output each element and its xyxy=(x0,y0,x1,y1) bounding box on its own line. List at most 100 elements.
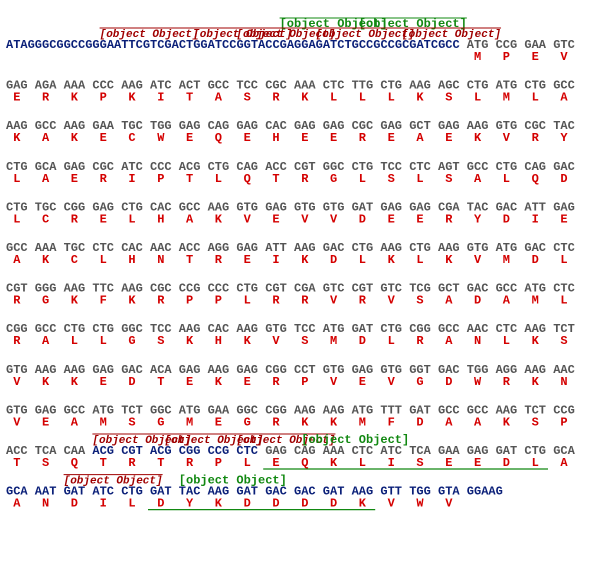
amino-acid: I xyxy=(100,497,107,511)
codon: AAC xyxy=(150,241,172,255)
amino-acid: N xyxy=(474,334,481,348)
codon: AAG xyxy=(35,363,57,377)
amino-acid: D xyxy=(503,456,510,470)
codon: CTG xyxy=(121,200,143,214)
amino-acid: A xyxy=(42,172,50,186)
codon: ACT xyxy=(179,79,201,93)
enzyme-site-label: [object Object] xyxy=(92,435,191,447)
codon: GCC xyxy=(553,79,575,93)
codon: GCA xyxy=(35,160,57,174)
amino-acid: L xyxy=(560,253,567,267)
codon: GAT xyxy=(236,485,258,499)
amino-acid: A xyxy=(215,91,223,105)
codon: AAG xyxy=(64,282,86,296)
amino-acid: P xyxy=(560,415,567,429)
amino-acid: T xyxy=(272,172,279,186)
codon: CGG xyxy=(409,322,431,336)
amino-acid: M xyxy=(359,415,366,429)
codon: GAT xyxy=(409,403,431,417)
amino-acid: M xyxy=(503,253,510,267)
codon: ATG xyxy=(323,322,345,336)
amino-acid: M xyxy=(532,294,539,308)
amino-acid: L xyxy=(359,172,366,186)
codon: GAG xyxy=(236,363,258,377)
codon: AAC xyxy=(467,322,489,336)
amino-acid: S xyxy=(244,91,251,105)
amino-acid: L xyxy=(359,456,366,470)
amino-acid: P xyxy=(100,91,107,105)
amino-acid: I xyxy=(128,172,135,186)
amino-acid: D xyxy=(244,497,251,511)
amino-acid: E xyxy=(445,456,452,470)
codon: ACG xyxy=(92,444,114,458)
codon: TAC xyxy=(467,200,489,214)
codon: AAT xyxy=(35,485,57,499)
codon: TTT xyxy=(380,403,402,417)
amino-acid: A xyxy=(474,415,482,429)
amino-acid: A xyxy=(42,334,50,348)
amino-acid: A xyxy=(560,456,568,470)
amino-acid: Y xyxy=(560,131,568,145)
amino-acid: D xyxy=(272,497,279,511)
codon: GAG xyxy=(553,200,575,214)
amino-acid: S xyxy=(157,334,164,348)
amino-acid: R xyxy=(532,131,540,145)
amino-acid: V xyxy=(388,375,396,389)
codon: GAG xyxy=(352,363,374,377)
amino-acid: R xyxy=(71,212,79,226)
codon: GCC xyxy=(467,403,489,417)
amino-acid: K xyxy=(330,415,338,429)
enzyme-site-label: [object Object] xyxy=(64,476,163,488)
codon: AAG xyxy=(236,322,258,336)
codon: TAC xyxy=(553,119,575,133)
amino-acid: V xyxy=(244,212,252,226)
amino-acid: L xyxy=(71,334,78,348)
amino-acid: V xyxy=(445,497,453,511)
amino-acid: F xyxy=(100,294,107,308)
codon: CTG xyxy=(208,160,230,174)
amino-acid: G xyxy=(157,415,164,429)
codon: CTC xyxy=(553,241,575,255)
codon: GAC xyxy=(438,363,460,377)
codon: AAG xyxy=(208,363,230,377)
amino-acid: A xyxy=(445,294,453,308)
codon: GAT xyxy=(352,322,374,336)
amino-acid: A xyxy=(13,497,21,511)
amino-acid: P xyxy=(157,172,164,186)
amino-acid: V xyxy=(13,415,21,429)
amino-acid: A xyxy=(13,253,21,267)
amino-acid: D xyxy=(359,334,366,348)
codon: AAG xyxy=(323,403,345,417)
codon: GTG xyxy=(323,200,345,214)
amino-acid: L xyxy=(359,91,366,105)
amino-acid: L xyxy=(503,172,510,186)
codon: GAG xyxy=(35,403,57,417)
amino-acid: R xyxy=(186,456,194,470)
codon: CTG xyxy=(6,200,28,214)
amino-acid: S xyxy=(560,334,567,348)
amino-acid: N xyxy=(560,375,567,389)
amino-acid: L xyxy=(128,212,135,226)
codon: GGC xyxy=(323,160,345,174)
codon: CTC xyxy=(409,160,431,174)
amino-acid: R xyxy=(215,253,223,267)
codon: ATC xyxy=(380,444,402,458)
codon: TTC xyxy=(92,282,114,296)
codon: ACG xyxy=(150,444,172,458)
amino-acid: K xyxy=(388,253,396,267)
codon: CGC xyxy=(92,160,114,174)
codon: AAG xyxy=(6,119,28,133)
codon: GGT xyxy=(409,363,431,377)
codon: GAT xyxy=(150,485,172,499)
codon: AAA xyxy=(64,79,86,93)
codon: ATG xyxy=(496,241,518,255)
codon: GAG xyxy=(294,119,316,133)
codon: GAG xyxy=(467,444,489,458)
codon: GAG xyxy=(380,200,402,214)
amino-acid: T xyxy=(186,253,193,267)
amino-acid: D xyxy=(330,253,337,267)
amino-acid: E xyxy=(100,212,107,226)
codon: GAG xyxy=(92,363,114,377)
amino-acid: Q xyxy=(244,172,251,186)
